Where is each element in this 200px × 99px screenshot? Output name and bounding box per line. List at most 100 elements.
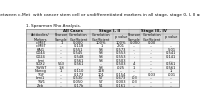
Text: Pearson
Sample: Pearson Sample: [55, 33, 68, 42]
Bar: [26, 48, 179, 52]
Text: p value: p value: [115, 35, 127, 39]
Text: 1: 1: [60, 41, 62, 45]
Text: 0.00: 0.00: [148, 41, 156, 45]
Text: 0.541: 0.541: [166, 51, 176, 55]
Text: Pearson
Sample: Pearson Sample: [128, 33, 141, 42]
Text: 100%: 100%: [96, 41, 107, 45]
Text: ..: ..: [60, 59, 62, 63]
Text: 0.551: 0.551: [73, 48, 84, 52]
Text: ...: ...: [150, 84, 153, 88]
Text: Nanog: Nanog: [35, 69, 47, 73]
Text: 0.573: 0.573: [116, 48, 126, 52]
Text: 0.154: 0.154: [116, 73, 126, 77]
Text: ...: ...: [119, 69, 123, 73]
Text: 0.17b: 0.17b: [73, 84, 84, 88]
Text: ...: ...: [100, 62, 103, 66]
Text: ...: ...: [150, 66, 153, 70]
Text: ..: ..: [133, 59, 136, 63]
Text: .18: .18: [58, 66, 64, 70]
Text: ...: ...: [150, 80, 153, 84]
Text: 0.530: 0.530: [73, 76, 84, 80]
Text: ...: ...: [133, 84, 136, 88]
Text: c-MET: c-MET: [35, 44, 46, 48]
Text: ...: ...: [60, 48, 63, 52]
Bar: [26, 41, 179, 44]
Text: Stage III, IV: Stage III, IV: [141, 29, 167, 33]
Text: 0.561: 0.561: [166, 62, 176, 66]
Text: 0.561: 0.561: [73, 62, 84, 66]
Text: KAI1: KAI1: [37, 48, 45, 52]
Text: 58: 58: [99, 51, 104, 55]
Text: 0.050: 0.050: [73, 80, 84, 84]
Text: 0.545: 0.545: [73, 51, 84, 55]
Text: ....: ....: [169, 59, 173, 63]
Text: .025: .025: [117, 66, 125, 70]
Text: TGF: TGF: [37, 73, 44, 77]
Text: ...: ...: [170, 44, 173, 48]
Text: ..: ..: [133, 51, 136, 55]
Text: .001: .001: [167, 73, 175, 77]
Text: Correlation
Coefficient: Correlation Coefficient: [142, 33, 161, 42]
Text: 0.118: 0.118: [73, 44, 84, 48]
Bar: [26, 29, 179, 87]
Text: Zeb: Zeb: [37, 84, 44, 88]
Text: ...: ...: [170, 84, 173, 88]
Text: ...: ...: [60, 80, 63, 84]
Text: ...: ...: [150, 59, 153, 63]
Text: 0.503: 0.503: [116, 62, 126, 66]
Text: 0.673: 0.673: [116, 76, 126, 80]
Text: ..: ..: [151, 48, 153, 52]
Text: 51: 51: [99, 84, 104, 88]
Text: 1. Spearman Rho Analysis.: 1. Spearman Rho Analysis.: [26, 24, 81, 28]
Text: 0.561: 0.561: [73, 59, 84, 63]
Text: 0.173: 0.173: [73, 73, 84, 77]
Bar: [26, 29, 179, 34]
Text: 0.000: 0.000: [73, 41, 84, 45]
Text: bmi: bmi: [37, 59, 44, 63]
Text: ...: ...: [170, 80, 173, 84]
Text: 0.161: 0.161: [116, 84, 126, 88]
Text: 0.141: 0.141: [166, 55, 176, 59]
Bar: [26, 69, 179, 73]
Text: 0.548: 0.548: [73, 55, 84, 59]
Text: 563: 563: [58, 62, 65, 66]
Text: ...: ...: [60, 84, 63, 88]
Text: 57: 57: [99, 76, 104, 80]
Text: 58: 58: [99, 55, 104, 59]
Bar: [26, 34, 179, 41]
Text: ...: ...: [60, 73, 63, 77]
Text: .201: .201: [117, 44, 125, 48]
Text: p value: p value: [165, 35, 177, 39]
Text: ...: ...: [150, 76, 153, 80]
Text: CD24: CD24: [36, 55, 46, 59]
Text: 118: 118: [98, 69, 105, 73]
Text: .4: .4: [133, 62, 136, 66]
Text: 0.553: 0.553: [116, 55, 126, 59]
Text: .1: .1: [133, 66, 136, 70]
Text: ...: ...: [133, 44, 136, 48]
Text: 0.561: 0.561: [166, 66, 176, 70]
Text: 0.110: 0.110: [73, 69, 84, 73]
Text: 0.003: 0.003: [116, 80, 126, 84]
Text: 0.503: 0.503: [116, 59, 126, 63]
Text: ...: ...: [150, 69, 153, 73]
Text: 1: 1: [100, 44, 102, 48]
Bar: [26, 84, 179, 87]
Text: TWIST: TWIST: [35, 66, 46, 70]
Text: ...: ...: [133, 48, 136, 52]
Text: 0.03: 0.03: [148, 73, 156, 77]
Bar: [26, 62, 179, 66]
Text: ...: ...: [60, 51, 63, 55]
Text: Antibodies/
Markers: Antibodies/ Markers: [31, 33, 50, 42]
Text: TW1: TW1: [37, 80, 45, 84]
Text: 0.000: 0.000: [129, 41, 140, 45]
Text: c-MET: c-MET: [35, 41, 46, 45]
Text: ...: ...: [77, 66, 80, 70]
Text: ...: ...: [150, 51, 153, 55]
Text: 100%: 100%: [116, 41, 126, 45]
Text: bmi1: bmi1: [36, 76, 45, 80]
Text: ...: ...: [133, 69, 136, 73]
Text: ...: ...: [133, 73, 136, 77]
Text: 101: 101: [98, 73, 105, 77]
Text: 57: 57: [99, 80, 104, 84]
